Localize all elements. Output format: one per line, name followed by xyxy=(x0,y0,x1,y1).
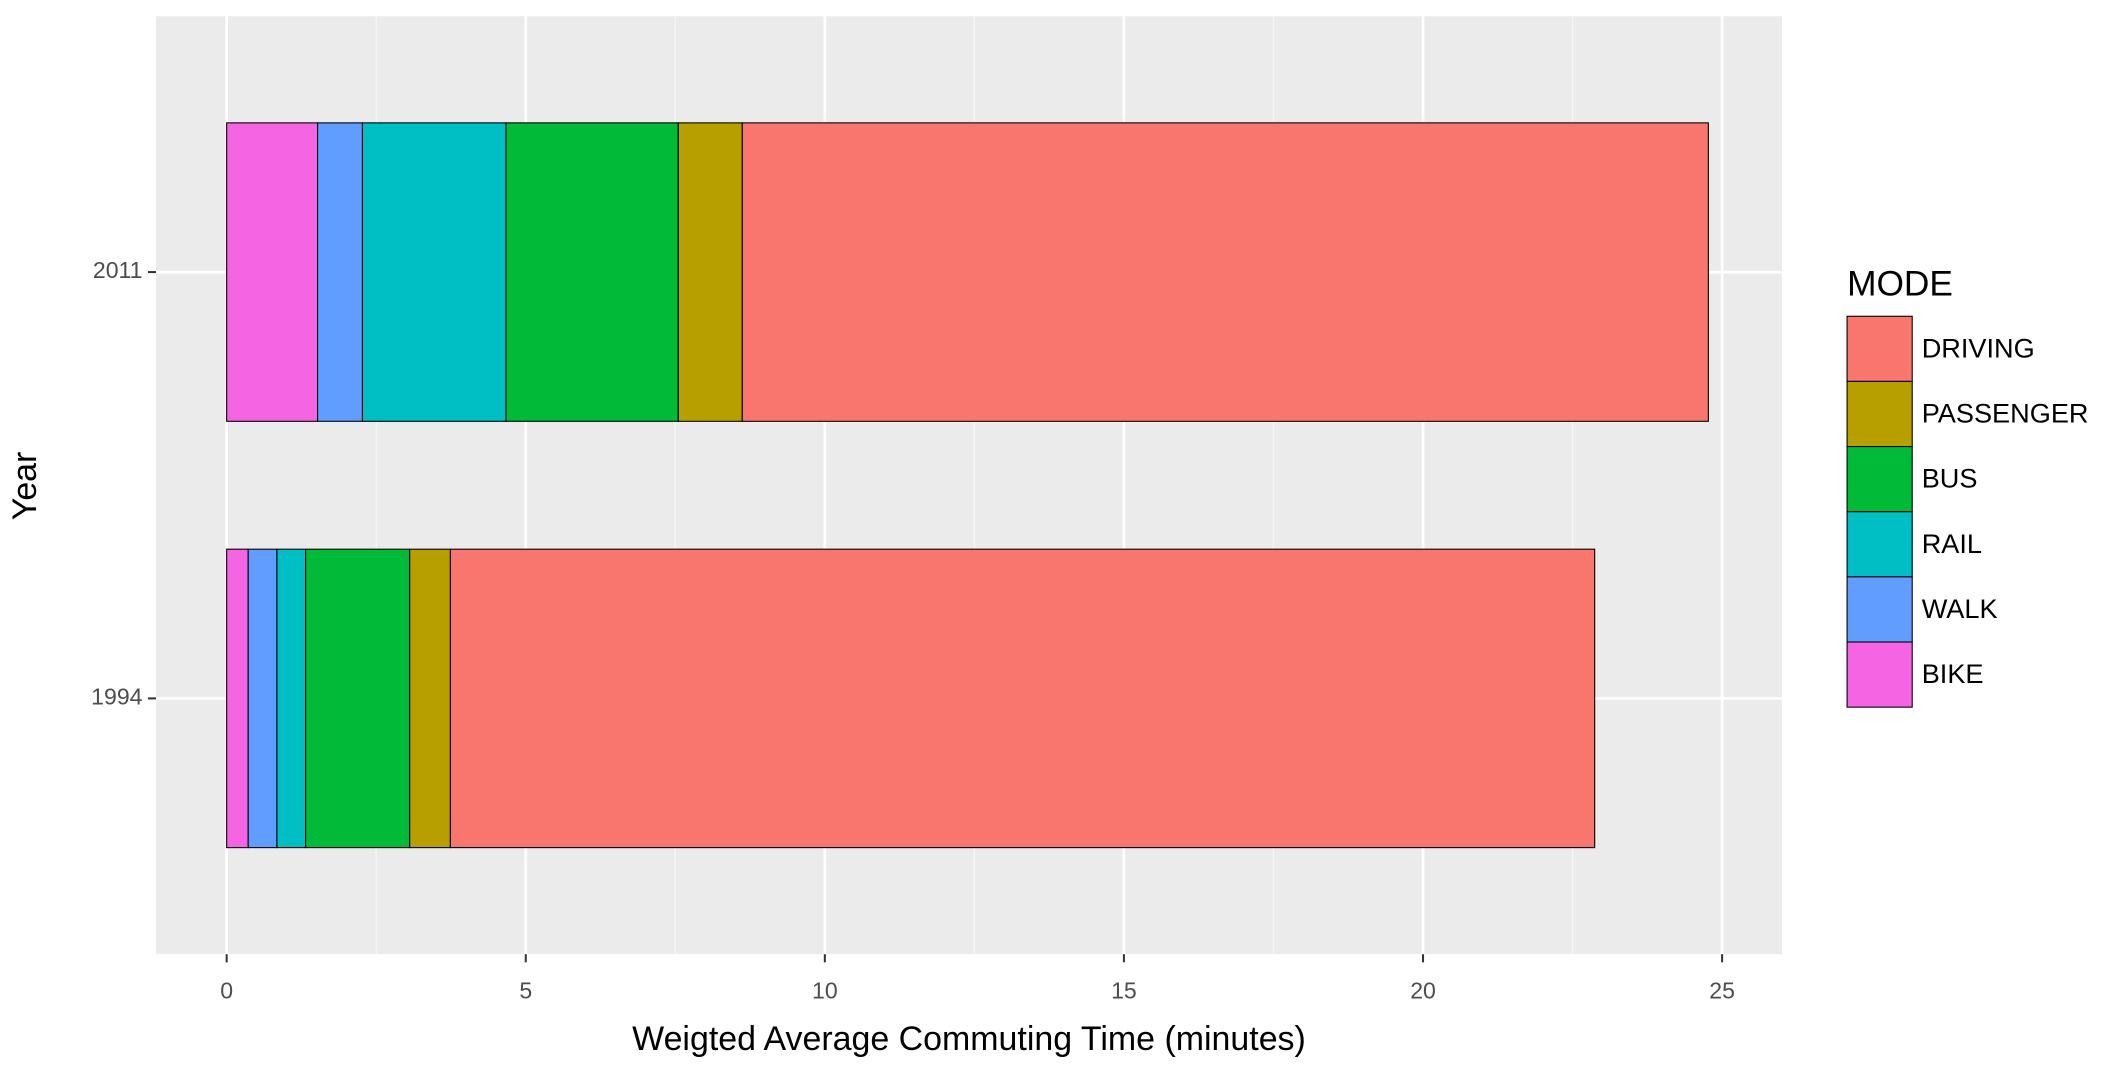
y-axis-title: Year xyxy=(6,452,44,521)
legend-key xyxy=(1846,380,1913,448)
bar-segment xyxy=(409,548,451,849)
x-tick-label: 20 xyxy=(1410,977,1436,1003)
bar-segment xyxy=(741,122,1709,422)
bar-segment xyxy=(305,548,411,849)
bar-segment xyxy=(505,122,679,422)
x-axis-title: Weigted Average Commuting Time (minutes) xyxy=(632,1020,1306,1058)
legend-label: PASSENGER xyxy=(1922,398,2089,429)
bar-segment xyxy=(226,122,319,422)
legend-label: DRIVING xyxy=(1922,332,2035,363)
x-tick-label: 15 xyxy=(1111,977,1137,1003)
bar-segment xyxy=(276,548,307,849)
x-tick-label: 0 xyxy=(220,977,233,1003)
legend-key xyxy=(1846,641,1913,708)
legend-title: MODE xyxy=(1847,265,1953,304)
bar-segment xyxy=(317,122,363,422)
x-tick-label: 25 xyxy=(1709,977,1735,1003)
legend-key xyxy=(1846,576,1913,643)
legend-label: WALK xyxy=(1922,593,1998,624)
x-tick-label: 5 xyxy=(519,977,532,1003)
y-tick-label: 2011 xyxy=(93,257,143,283)
x-tick-label: 10 xyxy=(812,977,838,1003)
legend-label: RAIL xyxy=(1922,528,1982,559)
bar-segment xyxy=(226,548,249,849)
bar-segment xyxy=(677,122,743,422)
legend-key xyxy=(1846,315,1913,382)
y-tick-label: 1994 xyxy=(91,683,142,709)
legend-key xyxy=(1846,446,1913,513)
bar-segment xyxy=(247,548,278,849)
bar-segment xyxy=(361,122,507,422)
bar-segment xyxy=(449,548,1596,849)
legend-label: BUS xyxy=(1922,463,1978,494)
legend-key xyxy=(1846,511,1913,578)
legend-label: BIKE xyxy=(1922,658,1984,689)
